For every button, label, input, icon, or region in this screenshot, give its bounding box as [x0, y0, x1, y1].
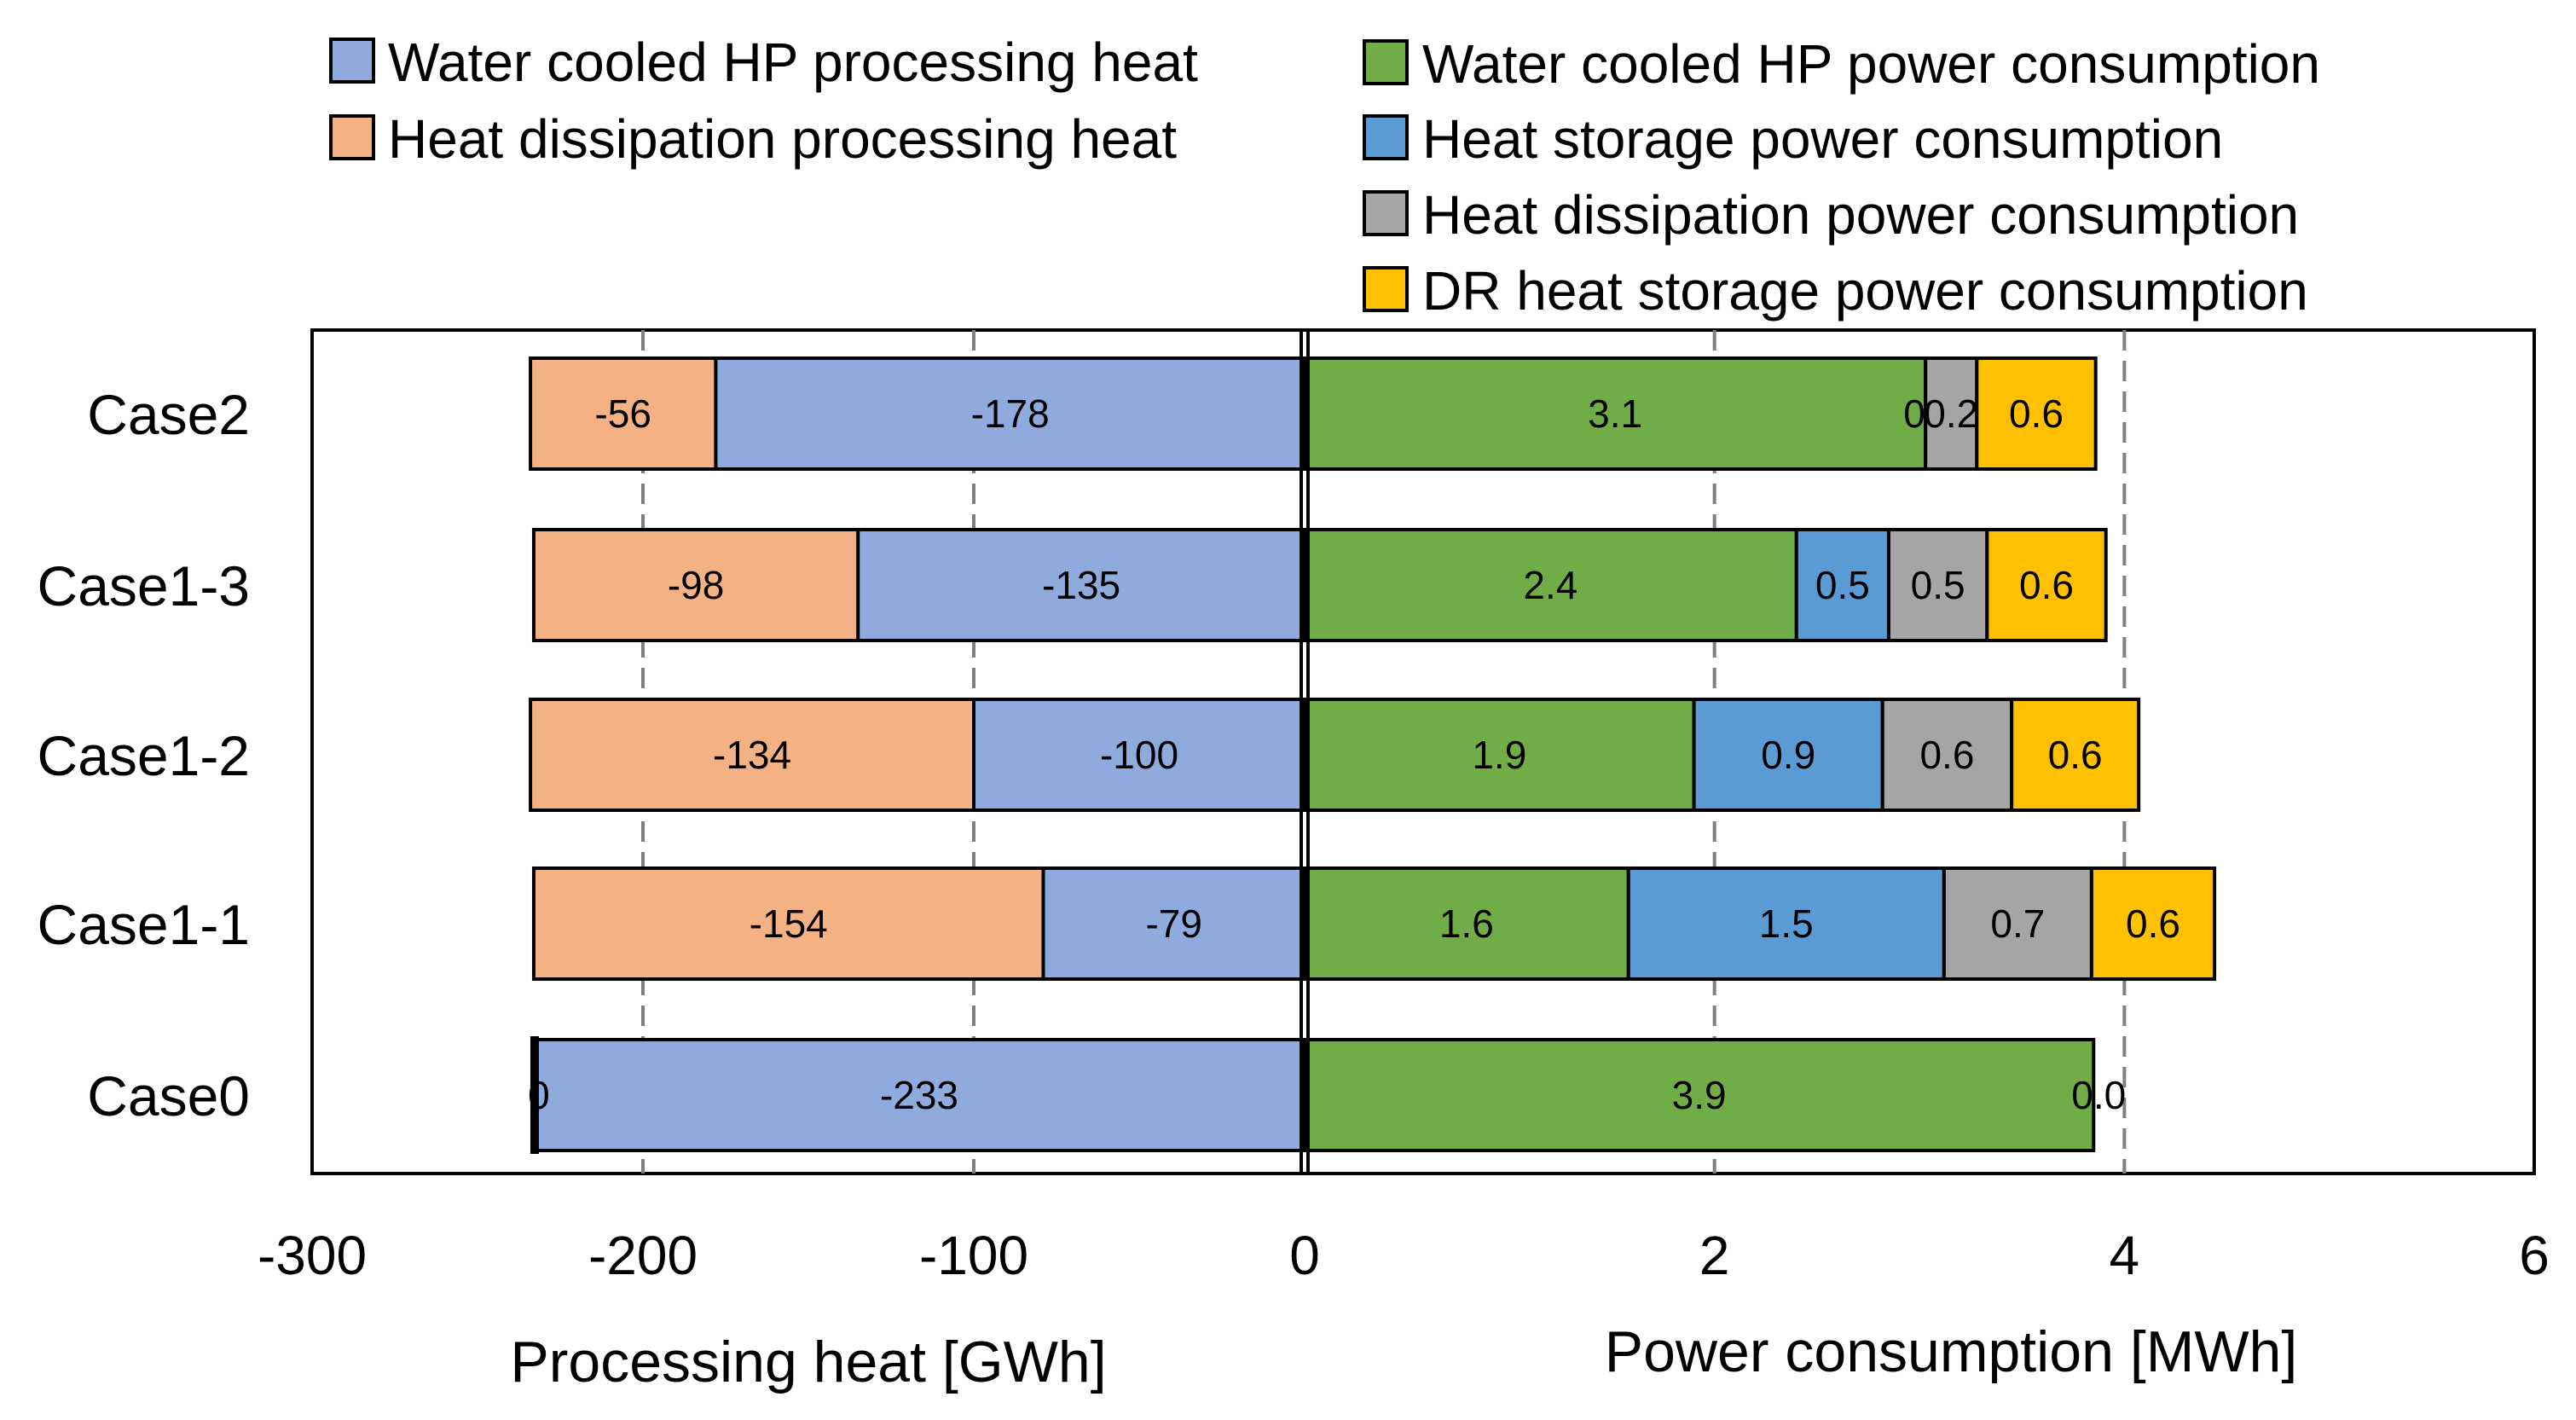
bar-label-left-Case1-3-2: -98	[668, 563, 724, 607]
category-label-Case2: Case2	[87, 383, 250, 446]
tick-left-2: -200	[588, 1225, 698, 1286]
bar-label-right-Case1-3-2: 0.5	[1815, 563, 1870, 607]
legend-label-right-2: Heat storage power consumption	[1422, 108, 2223, 170]
category-label-Case1-3: Case1-3	[38, 554, 250, 617]
bar-right-Case1-1-4	[2089, 866, 2217, 981]
legend-label-left-2: Heat dissipation processing heat	[388, 108, 1177, 170]
tick-left-1: -300	[258, 1225, 367, 1286]
bar-label-right-Case0-2: 0.0	[2071, 1073, 2126, 1117]
tick-right-1: 2	[1699, 1225, 1730, 1286]
tick-right-3: 6	[2519, 1225, 2550, 1286]
legend-label-left-1: Water cooled HP processing heat	[388, 32, 1198, 93]
bar-label-left-Case2-2: -56	[594, 391, 651, 436]
axes: Case2 Case1-3 Case1-2 Case1-1 Case0 -300 -200 -…	[38, 383, 2550, 1394]
bar-label-right-Case0-1: 3.9	[1672, 1073, 1727, 1117]
legend-swatch-left-1	[329, 38, 375, 84]
tick-left-3: -100	[919, 1225, 1028, 1286]
legend: Water cooled HP processing heat Heat diss…	[329, 32, 2320, 322]
category-label-Case1-2: Case1-2	[38, 724, 250, 787]
bar-right-Case2-4	[1975, 356, 2098, 471]
bar-label-left-Case0-1: -233	[880, 1073, 958, 1117]
bar-label-left-Case1-2-2: -134	[713, 733, 791, 777]
category-label-Case0: Case0	[87, 1064, 250, 1127]
legend-swatch-left-2	[329, 114, 375, 160]
legend-swatch-right-2	[1363, 114, 1409, 160]
bar-label-left-Case1-1-2: -154	[750, 901, 828, 946]
bar-right-Case0-1	[1303, 1038, 2096, 1152]
bar-label-right-Case1-2-3: 0.6	[1919, 733, 1974, 777]
bar-label-left-Case1-2-1: -100	[1100, 733, 1178, 777]
legend-swatch-right-4	[1363, 266, 1409, 312]
bar-left-Case2-1	[714, 356, 1306, 471]
bar-left-Case1-3-2	[531, 528, 860, 642]
bar-label-right-Case1-2-1: 1.9	[1472, 733, 1526, 777]
bar-left-Case0-1	[531, 1038, 1306, 1152]
bar-label-left-Case1-1-1: -79	[1145, 901, 1201, 946]
legend-label-right-1: Water cooled HP power consumption	[1422, 33, 2320, 95]
bar-label-right-Case1-3-1: 2.4	[1523, 563, 1577, 607]
tick-left-4: 0	[1289, 1225, 1320, 1286]
bar-right-Case2-3	[1924, 356, 1979, 471]
legend-label-right-4: DR heat storage power consumption	[1422, 260, 2308, 322]
legend-label-right-3: Heat dissipation power consumption	[1422, 184, 2299, 246]
legend-swatch-right-1	[1363, 39, 1409, 85]
bar-label-right-Case1-1-2: 1.5	[1759, 901, 1814, 946]
legend-swatch-right-3	[1363, 190, 1409, 236]
bar-label-left-Case2-1: -178	[971, 391, 1050, 436]
bar-right-Case2-1	[1303, 356, 1928, 471]
bar-left-Case1-1-2	[531, 866, 1045, 981]
bar-right-Case1-2-4	[2010, 698, 2141, 812]
bar-right-Case1-1-3	[1942, 866, 2093, 981]
bar-label-right-Case1-1-1: 1.6	[1439, 901, 1494, 946]
bar-left-Case0-2	[530, 1036, 539, 1154]
bar-label-right-Case2-4: 0.6	[2009, 391, 2064, 436]
bar-label-right-Case2-3: 0.2	[1924, 391, 1978, 436]
bar-label-left-Case0-2: 0	[528, 1073, 550, 1117]
bar-right-Case1-3-1	[1303, 528, 1798, 642]
x-axis-title-right: Power consumption [MWh]	[1605, 1319, 2298, 1384]
bar-right-Case1-1-2	[1626, 866, 1946, 981]
bar-right-Case1-2-1	[1303, 698, 1696, 812]
bar-label-right-Case2-1: 3.1	[1588, 391, 1642, 436]
bar-left-Case1-2-2	[529, 698, 975, 812]
tick-right-2: 4	[2110, 1225, 2140, 1286]
bar-label-left-Case1-3-1: -135	[1042, 563, 1120, 607]
bar-label-right-Case1-1-3: 0.7	[1990, 901, 2045, 946]
bar-label-right-Case1-2-2: 0.9	[1761, 733, 1815, 777]
bar-label-right-Case1-2-4: 0.6	[2048, 733, 2103, 777]
bar-label-right-Case1-3-4: 0.6	[2019, 563, 2074, 607]
bar-left-Case2-2	[529, 356, 718, 471]
bar-label-right-Case1-1-4: 0.6	[2126, 901, 2180, 946]
bar-right-Case1-3-4	[1985, 528, 2108, 642]
bar-label-right-Case1-3-3: 0.5	[1911, 563, 1965, 607]
x-axis-title-left: Processing heat [GWh]	[510, 1330, 1106, 1394]
plot-area: -178 -56 -135 -98 -100 -134 -79 -154 -233 0 3.1 0.0…	[310, 328, 2536, 1175]
category-label-Case1-1: Case1-1	[38, 893, 250, 956]
